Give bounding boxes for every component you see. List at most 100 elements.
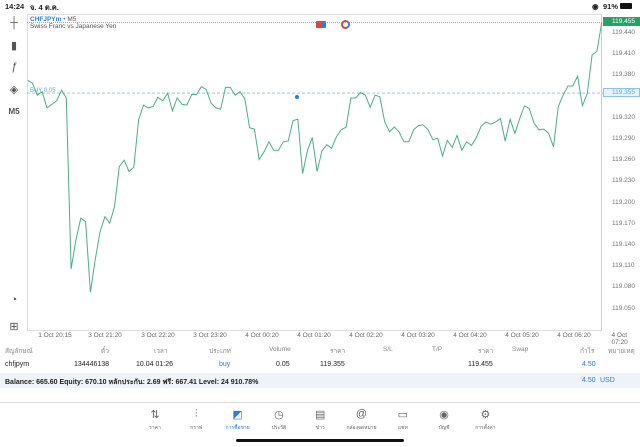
price-axis-tick: 119.170: [612, 219, 636, 227]
price-axis-tick: 119.260: [612, 156, 636, 164]
column-header[interactable]: S/L: [383, 346, 393, 353]
time-axis-tick: 4 Oct 02:20: [349, 332, 383, 339]
column-header[interactable]: กำไร: [580, 348, 595, 355]
chat-icon: ▭: [397, 409, 408, 421]
column-header[interactable]: เวลา: [154, 348, 168, 355]
battery-icon: [620, 3, 632, 9]
time-axis-tick: 4 Oct 05:20: [505, 332, 539, 339]
currency: USD: [600, 377, 615, 384]
mail-icon: @: [355, 408, 368, 420]
quotes-icon: ⇅: [150, 409, 160, 421]
nav-tab-label: ประวัติ: [271, 425, 287, 431]
cell-ticket: 134446138: [74, 361, 110, 368]
time-axis-tick: 4 Oct 04:20: [453, 332, 487, 339]
column-header[interactable]: Volume: [269, 346, 291, 353]
chart-area[interactable]: [27, 14, 602, 331]
position-label[interactable]: BUY 0.05: [30, 88, 56, 94]
time-axis-tick: 4 Oct 00:20: [245, 332, 279, 339]
crosshair-icon[interactable]: ┼: [10, 17, 18, 29]
price-axis-tick: 119.110: [612, 262, 635, 270]
column-header[interactable]: ราคา: [330, 348, 346, 355]
nav-tab[interactable]: ◷ ประวัติ: [259, 408, 299, 432]
home-indicator[interactable]: [236, 439, 404, 442]
chart-description: Swiss Franc vs Japanese Yen: [30, 23, 117, 30]
price-axis-tick: 119.290: [612, 135, 636, 142]
column-header[interactable]: ราคา: [478, 348, 494, 355]
chart-symbol: CHFJPYm: [30, 16, 62, 23]
time-axis-tick: 4 Oct 03:20: [401, 332, 435, 339]
objects-icon[interactable]: ◈: [9, 83, 19, 96]
news-icon: ▤: [314, 409, 326, 421]
nav-tab-label: แชท: [397, 425, 408, 431]
price-axis-tick: 119.050: [612, 304, 636, 312]
time-axis-tick: 3 Oct 21:20: [88, 332, 122, 339]
cell-volume: 0.05: [276, 361, 290, 368]
column-header[interactable]: ประเภท: [209, 348, 231, 355]
indicator-icon[interactable]: ƒ: [10, 61, 18, 73]
price-axis-tick: 119.080: [612, 283, 636, 291]
chart-icon: ⫶: [194, 408, 198, 420]
cell-open-price: 119.355: [320, 361, 345, 368]
one-click-trading-icon[interactable]: [316, 21, 326, 28]
market-status-icon[interactable]: [341, 20, 350, 29]
cell-symbol: chfjpym: [5, 361, 30, 368]
column-header[interactable]: Swap: [512, 346, 529, 353]
nav-tab-label: ข่าว: [315, 425, 325, 431]
nav-tab[interactable]: ▤ ข่าว: [300, 408, 340, 432]
column-header[interactable]: ตั๋ว: [101, 348, 109, 355]
wifi-icon: ◉: [592, 2, 599, 11]
cell-profit: 4.50: [582, 361, 596, 368]
time-axis-tick: 4 Oct 06:20: [557, 332, 591, 339]
candlestick-icon[interactable]: ▮: [10, 39, 18, 52]
account-summary: Balance: 665.60 Equity: 670.10 หลักประกั…: [5, 379, 259, 386]
nav-tab[interactable]: ⇅ ราคา: [135, 408, 175, 432]
nav-divider: [0, 402, 640, 403]
cell-price: 119.455: [468, 361, 493, 368]
chart-separator: •: [63, 16, 66, 23]
settings-icon: ⚙: [480, 409, 491, 421]
position-entry-marker: [295, 95, 299, 99]
nav-tab[interactable]: @ กล่องจดหมาย: [342, 408, 382, 432]
cell-type: buy: [219, 361, 231, 368]
price-axis-tick: 119.140: [612, 241, 636, 248]
price-axis-tick: 119.380: [612, 71, 636, 79]
nav-tab[interactable]: ⚙ การตั้งค่า: [465, 408, 505, 432]
chart-timeframe: M5: [67, 16, 77, 23]
nav-tab[interactable]: ◩ การซื้อขาย: [218, 408, 258, 432]
price-axis-tick: 119.440: [612, 29, 636, 36]
timeframe-button[interactable]: M5: [8, 106, 20, 116]
time-axis-tick: 4 Oct 07:20: [611, 332, 628, 346]
current-price-tag: 119.455: [603, 17, 640, 27]
nav-tab-label: ราคา: [149, 425, 161, 431]
battery-level: 91%: [603, 2, 619, 11]
analytics-icon[interactable]: ◔: [10, 294, 18, 306]
nav-tab-label: กล่องจดหมาย: [346, 425, 377, 431]
column-header[interactable]: หมายเหตุ: [608, 348, 635, 355]
cell-time: 10.04 01:26: [136, 361, 173, 368]
add-chart-icon[interactable]: ⊞: [9, 320, 19, 333]
trade-icon: ◩: [232, 409, 243, 421]
price-axis-tick: 119.200: [612, 198, 636, 206]
account-summary-bar: Balance: 665.60 Equity: 670.10 หลักประกั…: [0, 373, 640, 388]
column-header[interactable]: สัญลักษณ์: [5, 348, 33, 355]
status-time: 14:24: [5, 2, 25, 11]
account-icon: ◉: [439, 409, 449, 421]
column-header[interactable]: T/P: [432, 346, 443, 353]
price-axis-tick: 119.410: [612, 50, 636, 58]
nav-tab[interactable]: ◉ บัญชี: [424, 408, 464, 432]
status-date: จ. 4 ต.ค.: [30, 3, 59, 12]
nav-tab-label: กราฟ: [190, 425, 203, 431]
nav-tab[interactable]: ▭ แชท: [383, 408, 423, 432]
total-profit: 4.50: [582, 377, 596, 384]
time-axis-tick: 3 Oct 22:20: [141, 332, 175, 339]
time-axis-tick: 3 Oct 23:20: [193, 332, 227, 339]
nav-tab-label: การตั้งค่า: [475, 425, 496, 431]
nav-tab[interactable]: ⫶ กราฟ: [176, 408, 216, 432]
price-axis-tick: 119.230: [612, 177, 636, 185]
position-price-tag: 119.355: [603, 88, 640, 98]
price-line: [27, 22, 603, 293]
history-icon: ◷: [274, 409, 284, 421]
nav-tab-label: บัญชี: [438, 425, 450, 431]
time-axis-tick: 1 Oct 20:15: [38, 332, 72, 339]
